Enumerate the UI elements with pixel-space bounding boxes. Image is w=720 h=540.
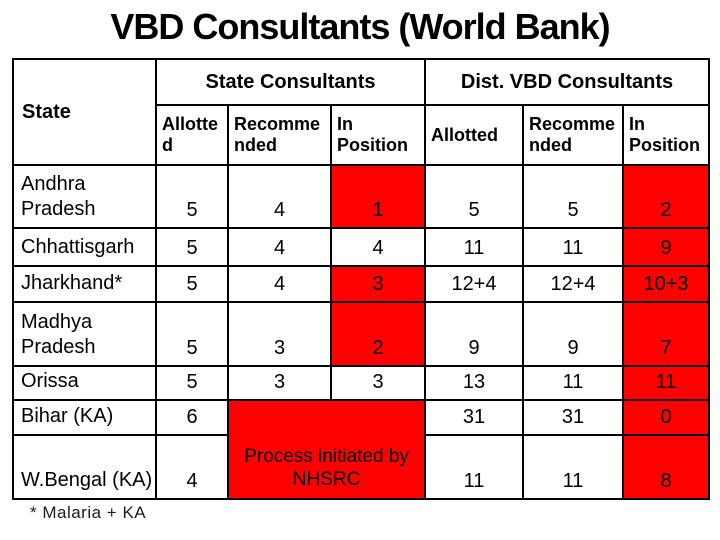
table-row: Bihar (KA) 6 Process initiated by NHSRC … xyxy=(12,399,711,500)
cell-dist-allotted: 12+4 xyxy=(424,265,525,303)
page-title: VBD Consultants (World Bank) xyxy=(110,6,610,47)
cell-dist-allotted: 5 xyxy=(424,164,525,229)
cell-state-in-position: 1 xyxy=(329,164,427,229)
table-row: Madhya Pradesh 5 3 2 9 9 7 xyxy=(12,301,711,367)
cell-state-allotted: 6 xyxy=(155,399,229,436)
cell-state-in-position: 3 xyxy=(329,365,427,401)
cell-state-in-position: 4 xyxy=(329,227,427,267)
cell-state-allotted: 5 xyxy=(155,227,229,267)
cell-dist-in-position: 11 xyxy=(622,365,711,401)
column-header-dist-recommended: Recomme nded xyxy=(522,104,625,166)
group-header-row: State State Consultants Dist. VBD Consul… xyxy=(12,58,711,166)
cell-dist-allotted: 11 xyxy=(424,434,525,500)
cell-dist-in-position: 8 xyxy=(622,434,711,500)
cell-dist-in-position: 9 xyxy=(622,227,711,267)
cell-process-note: Process initiated by NHSRC xyxy=(226,399,427,500)
cell-dist-in-position: 7 xyxy=(622,301,711,367)
table-row: Orissa 5 3 3 13 11 11 xyxy=(12,365,711,401)
cell-state-recommended: 3 xyxy=(227,365,332,401)
column-header-state-recommended: Recomme nded xyxy=(227,104,332,166)
table-row: W.Bengal (KA) 4 11 11 8 xyxy=(12,434,711,500)
cell-dist-recommended: 11 xyxy=(522,434,625,500)
table-row: Jharkhand* 5 4 3 12+4 12+4 10+3 xyxy=(12,265,711,303)
cell-state-allotted: 4 xyxy=(155,434,229,500)
cell-dist-in-position: 2 xyxy=(622,164,711,229)
cell-dist-recommended: 31 xyxy=(522,399,625,436)
column-header-state-allotted: Allotte d xyxy=(155,104,229,166)
cell-state-allotted: 5 xyxy=(155,301,229,367)
cell-state-allotted: 5 xyxy=(155,164,229,229)
cell-dist-recommended: 5 xyxy=(522,164,625,229)
cell-dist-allotted: 13 xyxy=(424,365,525,401)
column-header-dist-allotted: Allotted xyxy=(424,104,525,166)
row-label-orissa: Orissa xyxy=(12,365,157,401)
row-label-andhra-pradesh: Andhra Pradesh xyxy=(12,164,157,229)
cell-dist-recommended: 11 xyxy=(522,365,625,401)
table-row: Andhra Pradesh 5 4 1 5 5 2 xyxy=(12,164,711,229)
column-header-state-in-position: In Position xyxy=(329,104,427,166)
row-label-chhattisgarh: Chhattisgarh xyxy=(12,227,157,267)
cell-dist-in-position: 10+3 xyxy=(622,265,711,303)
cell-state-recommended: 4 xyxy=(227,227,332,267)
cell-dist-allotted: 11 xyxy=(424,227,525,267)
row-label-jharkhand: Jharkhand* xyxy=(12,265,157,303)
cell-state-in-position: 3 xyxy=(329,265,427,303)
cell-dist-allotted: 31 xyxy=(424,399,525,436)
cell-dist-recommended: 11 xyxy=(522,227,625,267)
group-header-state-consultants: State Consultants xyxy=(154,58,427,106)
row-label-madhya-pradesh: Madhya Pradesh xyxy=(12,301,157,367)
cell-dist-in-position: 0 xyxy=(622,399,711,436)
cell-state-recommended: 4 xyxy=(227,164,332,229)
cell-state-allotted: 5 xyxy=(155,365,229,401)
corner-header-state: State xyxy=(12,58,157,166)
row-label-wbengal: W.Bengal (KA) xyxy=(12,434,157,500)
consultants-table: State State Consultants Dist. VBD Consul… xyxy=(12,58,711,500)
table-row: Chhattisgarh 5 4 4 11 11 9 xyxy=(12,227,711,267)
row-label-bihar: Bihar (KA) xyxy=(12,399,157,436)
cell-dist-allotted: 9 xyxy=(424,301,525,367)
cell-state-recommended: 3 xyxy=(227,301,332,367)
cell-state-in-position: 2 xyxy=(329,301,427,367)
cell-state-allotted: 5 xyxy=(155,265,229,303)
footnote: * Malaria + KA xyxy=(30,503,147,522)
cell-state-recommended: 4 xyxy=(227,265,332,303)
group-header-dist-vbd-consultants: Dist. VBD Consultants xyxy=(424,58,711,106)
column-header-row: Allotte d Recomme nded In Position Allot… xyxy=(13,104,711,166)
column-header-dist-in-position: In Position xyxy=(622,104,711,166)
cell-dist-recommended: 12+4 xyxy=(522,265,625,303)
cell-dist-recommended: 9 xyxy=(522,301,625,367)
